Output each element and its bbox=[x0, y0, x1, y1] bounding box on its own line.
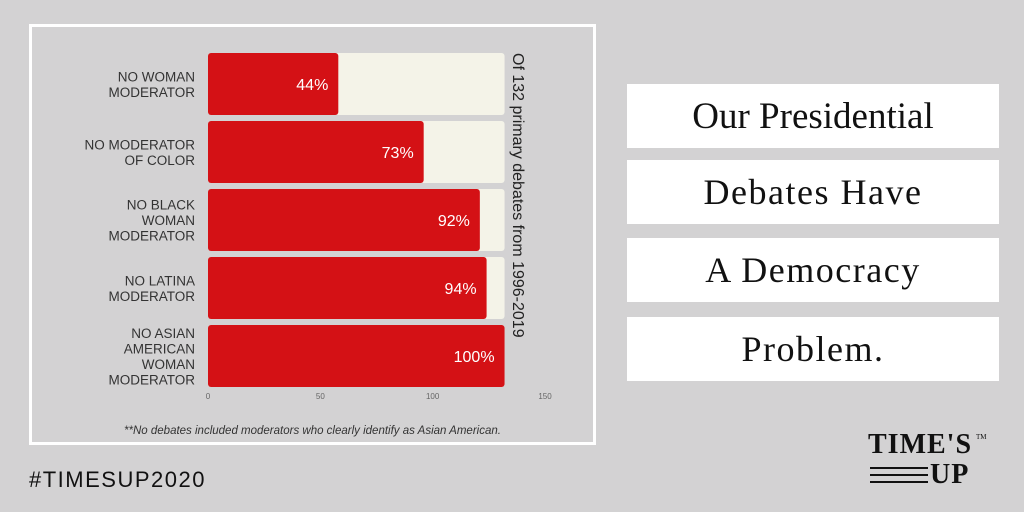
bar-percent-label: 73% bbox=[382, 145, 414, 162]
category-label: MODERATOR bbox=[108, 289, 195, 304]
category-label: NO WOMAN bbox=[118, 69, 195, 84]
chart-panel: 44% NO WOMAN MODERATOR 73% NO MODERATOR OF CO… bbox=[29, 24, 596, 445]
headline-line-2: Debates Have bbox=[627, 160, 999, 224]
x-tick-label: 0 bbox=[206, 392, 211, 401]
x-tick-label: 50 bbox=[316, 392, 325, 401]
bar-percent-label: 100% bbox=[454, 349, 495, 366]
category-label: NO ASIAN bbox=[131, 326, 195, 341]
chart-footnote: **No debates included moderators who cle… bbox=[124, 425, 501, 437]
logo-trademark: TM bbox=[976, 433, 987, 441]
bar bbox=[208, 53, 339, 115]
category-label: NO MODERATOR bbox=[84, 137, 195, 152]
bar bbox=[208, 257, 487, 319]
category-label: WOMAN bbox=[142, 357, 195, 372]
bar-percent-label: 94% bbox=[445, 281, 477, 298]
bar bbox=[208, 189, 480, 251]
x-tick-label: 100 bbox=[426, 392, 440, 401]
category-label: MODERATOR bbox=[108, 85, 195, 100]
category-label: NO LATINA bbox=[125, 273, 195, 288]
category-label: MODERATOR bbox=[108, 229, 195, 244]
bar bbox=[208, 121, 424, 183]
logo-rule-3 bbox=[870, 481, 928, 483]
timesup-logo: TIME'S TM UP bbox=[868, 430, 993, 494]
bar bbox=[208, 325, 505, 387]
bar-percent-label: 92% bbox=[438, 213, 470, 230]
headline-line-1: Our Presidential bbox=[627, 84, 999, 148]
category-label: MODERATOR bbox=[108, 372, 195, 387]
hashtag: #TIMESUP2020 bbox=[29, 467, 206, 492]
category-label: OF COLOR bbox=[124, 153, 195, 168]
x-tick-label: 150 bbox=[538, 392, 552, 401]
logo-rule-2 bbox=[870, 474, 928, 476]
category-label: AMERICAN bbox=[124, 341, 195, 356]
bar-percent-label: 44% bbox=[296, 77, 328, 94]
headline-line-3: A Democracy bbox=[627, 238, 999, 302]
category-label: NO BLACK bbox=[127, 198, 195, 213]
logo-rule-1 bbox=[870, 467, 928, 469]
headline-line-4: Problem. bbox=[627, 317, 999, 381]
right-axis-label: Of 132 primary debates from 1996-2019 bbox=[509, 53, 526, 338]
logo-text-bottom: UP bbox=[930, 459, 970, 490]
logo-text-top: TIME'S bbox=[868, 429, 973, 460]
category-label: WOMAN bbox=[142, 213, 195, 228]
